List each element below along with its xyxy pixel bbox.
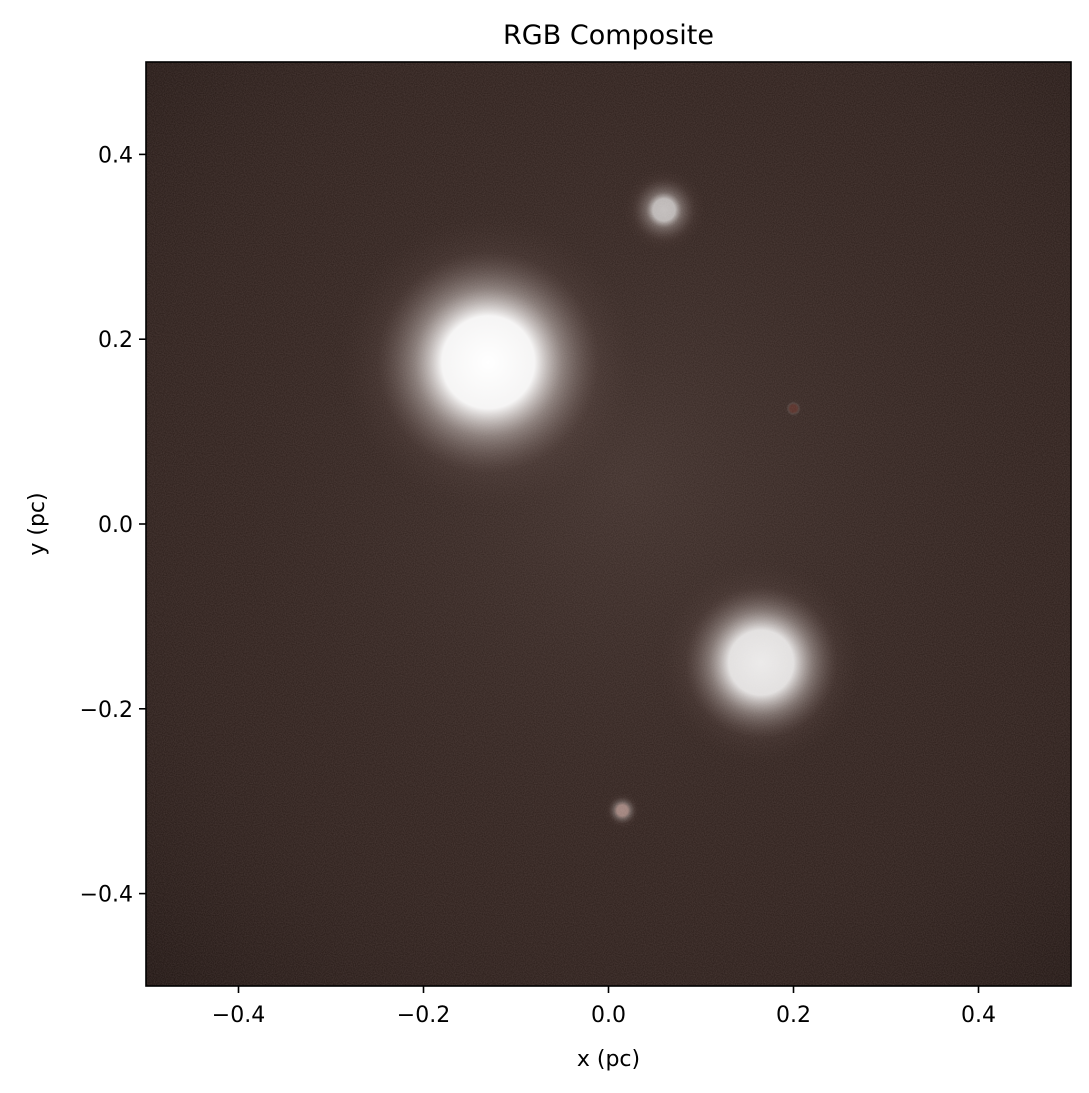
y-axis: −0.4 −0.2 0.0 0.2 0.4 (80, 143, 146, 908)
x-tick-label: 0.2 (776, 1003, 811, 1028)
y-tick-label: −0.2 (80, 698, 133, 723)
chart-title: RGB Composite (503, 20, 714, 51)
x-tick-label: 0.4 (961, 1003, 996, 1028)
x-axis-label: x (pc) (577, 1047, 640, 1072)
x-tick-label: −0.4 (212, 1003, 265, 1028)
point-source (340, 214, 637, 511)
y-tick-label: 0.4 (98, 143, 133, 168)
x-tick-label: 0.0 (591, 1003, 626, 1028)
y-tick-label: −0.4 (80, 883, 133, 908)
point-source (784, 399, 803, 418)
y-tick-label: 0.2 (98, 328, 133, 353)
point-source (603, 791, 641, 829)
point-source (659, 560, 863, 765)
x-tick-label: −0.2 (397, 1003, 450, 1028)
x-axis: −0.4 −0.2 0.0 0.2 0.4 (212, 986, 996, 1028)
y-tick-label: 0.0 (98, 513, 133, 538)
plot-area (145, 61, 1072, 987)
point-source (622, 168, 706, 252)
y-axis-label: y (pc) (25, 492, 50, 555)
image-noise (146, 62, 1071, 986)
